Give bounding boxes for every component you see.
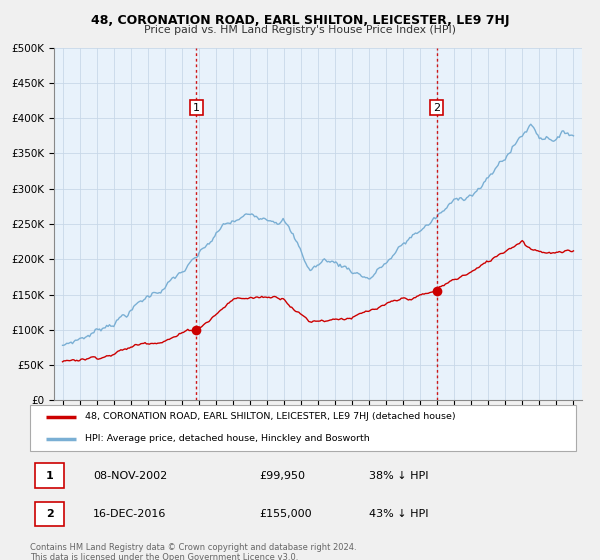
Text: Price paid vs. HM Land Registry's House Price Index (HPI): Price paid vs. HM Land Registry's House … — [144, 25, 456, 35]
Text: 08-NOV-2002: 08-NOV-2002 — [93, 470, 167, 480]
Text: 38% ↓ HPI: 38% ↓ HPI — [368, 470, 428, 480]
Text: 48, CORONATION ROAD, EARL SHILTON, LEICESTER, LE9 7HJ (detached house): 48, CORONATION ROAD, EARL SHILTON, LEICE… — [85, 412, 455, 421]
Text: £155,000: £155,000 — [259, 508, 312, 519]
Text: £99,950: £99,950 — [259, 470, 305, 480]
Text: 16-DEC-2016: 16-DEC-2016 — [93, 508, 166, 519]
Text: 2: 2 — [433, 102, 440, 113]
Text: HPI: Average price, detached house, Hinckley and Bosworth: HPI: Average price, detached house, Hinc… — [85, 435, 370, 444]
Text: 1: 1 — [46, 470, 53, 480]
Text: 48, CORONATION ROAD, EARL SHILTON, LEICESTER, LE9 7HJ: 48, CORONATION ROAD, EARL SHILTON, LEICE… — [91, 14, 509, 27]
Text: Contains HM Land Registry data © Crown copyright and database right 2024.: Contains HM Land Registry data © Crown c… — [30, 543, 356, 552]
Text: 2: 2 — [46, 508, 53, 519]
FancyBboxPatch shape — [35, 463, 64, 488]
FancyBboxPatch shape — [35, 502, 64, 526]
FancyBboxPatch shape — [30, 405, 576, 451]
Text: 1: 1 — [193, 102, 200, 113]
Text: 43% ↓ HPI: 43% ↓ HPI — [368, 508, 428, 519]
Text: This data is licensed under the Open Government Licence v3.0.: This data is licensed under the Open Gov… — [30, 553, 298, 560]
